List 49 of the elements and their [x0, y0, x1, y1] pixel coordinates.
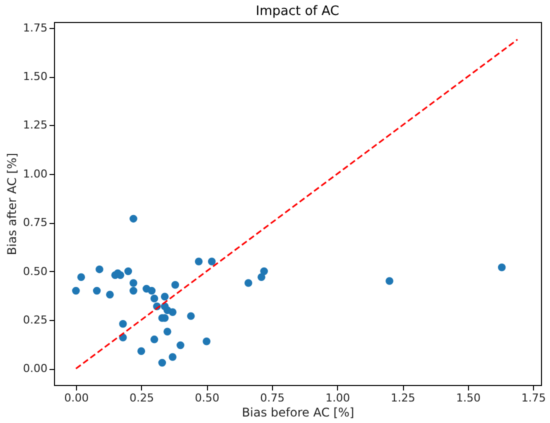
- x-tick-label: 0.25: [130, 392, 154, 404]
- y-tick-label: 1.75: [23, 21, 48, 34]
- point: [176, 341, 184, 350]
- x-tick-label: 1.25: [390, 392, 416, 404]
- y-tick-label: 0.00: [23, 362, 48, 376]
- point: [92, 286, 101, 295]
- y-tick-label: 0.25: [23, 313, 48, 326]
- point: [119, 320, 127, 328]
- point: [194, 258, 203, 266]
- point: [130, 279, 138, 287]
- point: [130, 286, 138, 295]
- point: [168, 353, 176, 361]
- point: [187, 312, 195, 320]
- point: [258, 273, 266, 281]
- point: [168, 308, 176, 316]
- point: [148, 286, 156, 295]
- y-tick-label: 1.25: [23, 118, 48, 132]
- x-tick-label: 1.50: [456, 392, 481, 404]
- point: [124, 267, 132, 276]
- x-tick-label: 0.75: [260, 392, 285, 404]
- point: [77, 273, 86, 281]
- chart-title: Impact of AC: [256, 4, 340, 19]
- point: [130, 214, 138, 223]
- point: [160, 292, 169, 300]
- point: [244, 279, 252, 287]
- x-tick-label: 0.50: [194, 392, 220, 404]
- y-tick-label: 0.50: [23, 264, 48, 278]
- point: [106, 290, 114, 299]
- point: [171, 281, 180, 289]
- y-tick-label: 0.75: [23, 216, 48, 230]
- point: [498, 264, 506, 272]
- y-tick-label: 1.00: [23, 167, 48, 180]
- x-tick-label: 1.00: [325, 392, 350, 404]
- y-tick-label: 1.50: [23, 70, 48, 84]
- point: [137, 347, 146, 355]
- point: [386, 277, 394, 285]
- point: [150, 294, 158, 302]
- x-tick-label: 1.75: [521, 392, 546, 404]
- y-axis-title: Bias after AC [%]: [5, 152, 20, 256]
- point: [202, 338, 210, 346]
- point: [72, 286, 80, 295]
- point: [164, 328, 172, 336]
- point: [158, 358, 166, 367]
- x-axis-title: Bias before AC [%]: [242, 406, 354, 420]
- point: [150, 336, 158, 344]
- point: [260, 267, 268, 276]
- x-tick-label: 0.00: [64, 392, 89, 404]
- point: [208, 258, 216, 266]
- point: [96, 265, 104, 274]
